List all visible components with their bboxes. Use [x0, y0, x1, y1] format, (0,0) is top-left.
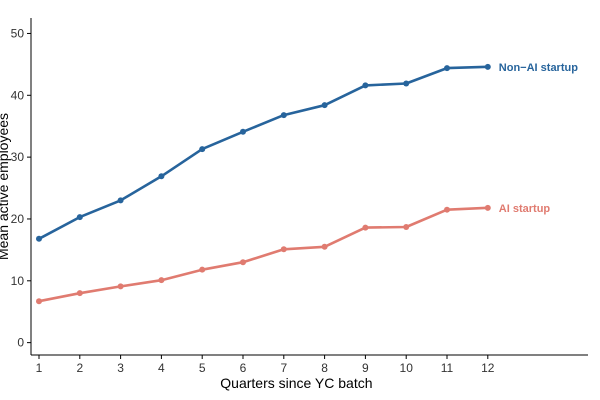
data-point — [403, 224, 410, 231]
data-point — [484, 204, 491, 211]
data-point — [321, 243, 328, 250]
data-point — [403, 80, 410, 87]
y-axis-title: Mean active employees — [0, 113, 11, 260]
data-point — [117, 197, 124, 204]
series-non-ai-startup: Non−AI startup — [36, 62, 578, 242]
x-tick-label: 8 — [321, 361, 328, 375]
data-point — [199, 266, 206, 273]
series-ai-startup: AI startup — [36, 203, 551, 305]
data-point — [36, 235, 42, 242]
data-point — [444, 65, 450, 72]
data-point — [240, 259, 246, 266]
series-label: Non−AI startup — [499, 62, 578, 74]
data-point — [117, 283, 124, 290]
x-tick-label: 10 — [400, 361, 414, 375]
y-tick-label: 0 — [17, 336, 24, 350]
axes — [30, 18, 588, 356]
y-tick-label: 10 — [11, 274, 25, 288]
series-label: AI startup — [499, 203, 551, 215]
x-tick-label: 1 — [36, 361, 43, 375]
data-point — [280, 112, 287, 119]
x-tick-label: 4 — [158, 361, 165, 375]
data-point — [240, 128, 246, 135]
y-tick-label: 20 — [11, 212, 25, 226]
data-point — [484, 63, 491, 70]
x-tick-label: 9 — [362, 361, 369, 375]
x-tick-label: 12 — [481, 361, 495, 375]
y-tick-label: 40 — [11, 88, 25, 102]
x-ticks: 1 2 3 4 5 6 7 8 9 10 11 12 — [36, 355, 495, 375]
data-point — [158, 173, 165, 180]
data-point — [158, 277, 165, 284]
data-point — [444, 206, 450, 213]
series-line — [37, 65, 490, 241]
data-point — [280, 246, 287, 253]
y-tick-label: 30 — [11, 150, 25, 164]
data-point — [36, 298, 42, 305]
data-point — [362, 224, 369, 231]
x-tick-label: 6 — [240, 361, 247, 375]
data-point — [76, 214, 83, 221]
x-tick-label: 7 — [280, 361, 287, 375]
x-axis-title: Quarters since YC batch — [220, 375, 372, 391]
series-layer: Non−AI startup AI startup — [36, 62, 578, 305]
data-point — [199, 146, 206, 153]
y-tick-label: 50 — [11, 26, 25, 40]
data-point — [362, 82, 369, 89]
data-point — [76, 290, 83, 297]
x-tick-label: 11 — [441, 361, 454, 375]
series-line — [37, 206, 490, 303]
x-tick-label: 5 — [199, 361, 206, 375]
x-tick-label: 3 — [117, 361, 124, 375]
data-point — [321, 102, 328, 109]
y-ticks: 0 10 20 30 40 50 — [11, 26, 31, 350]
x-tick-label: 2 — [76, 361, 83, 375]
